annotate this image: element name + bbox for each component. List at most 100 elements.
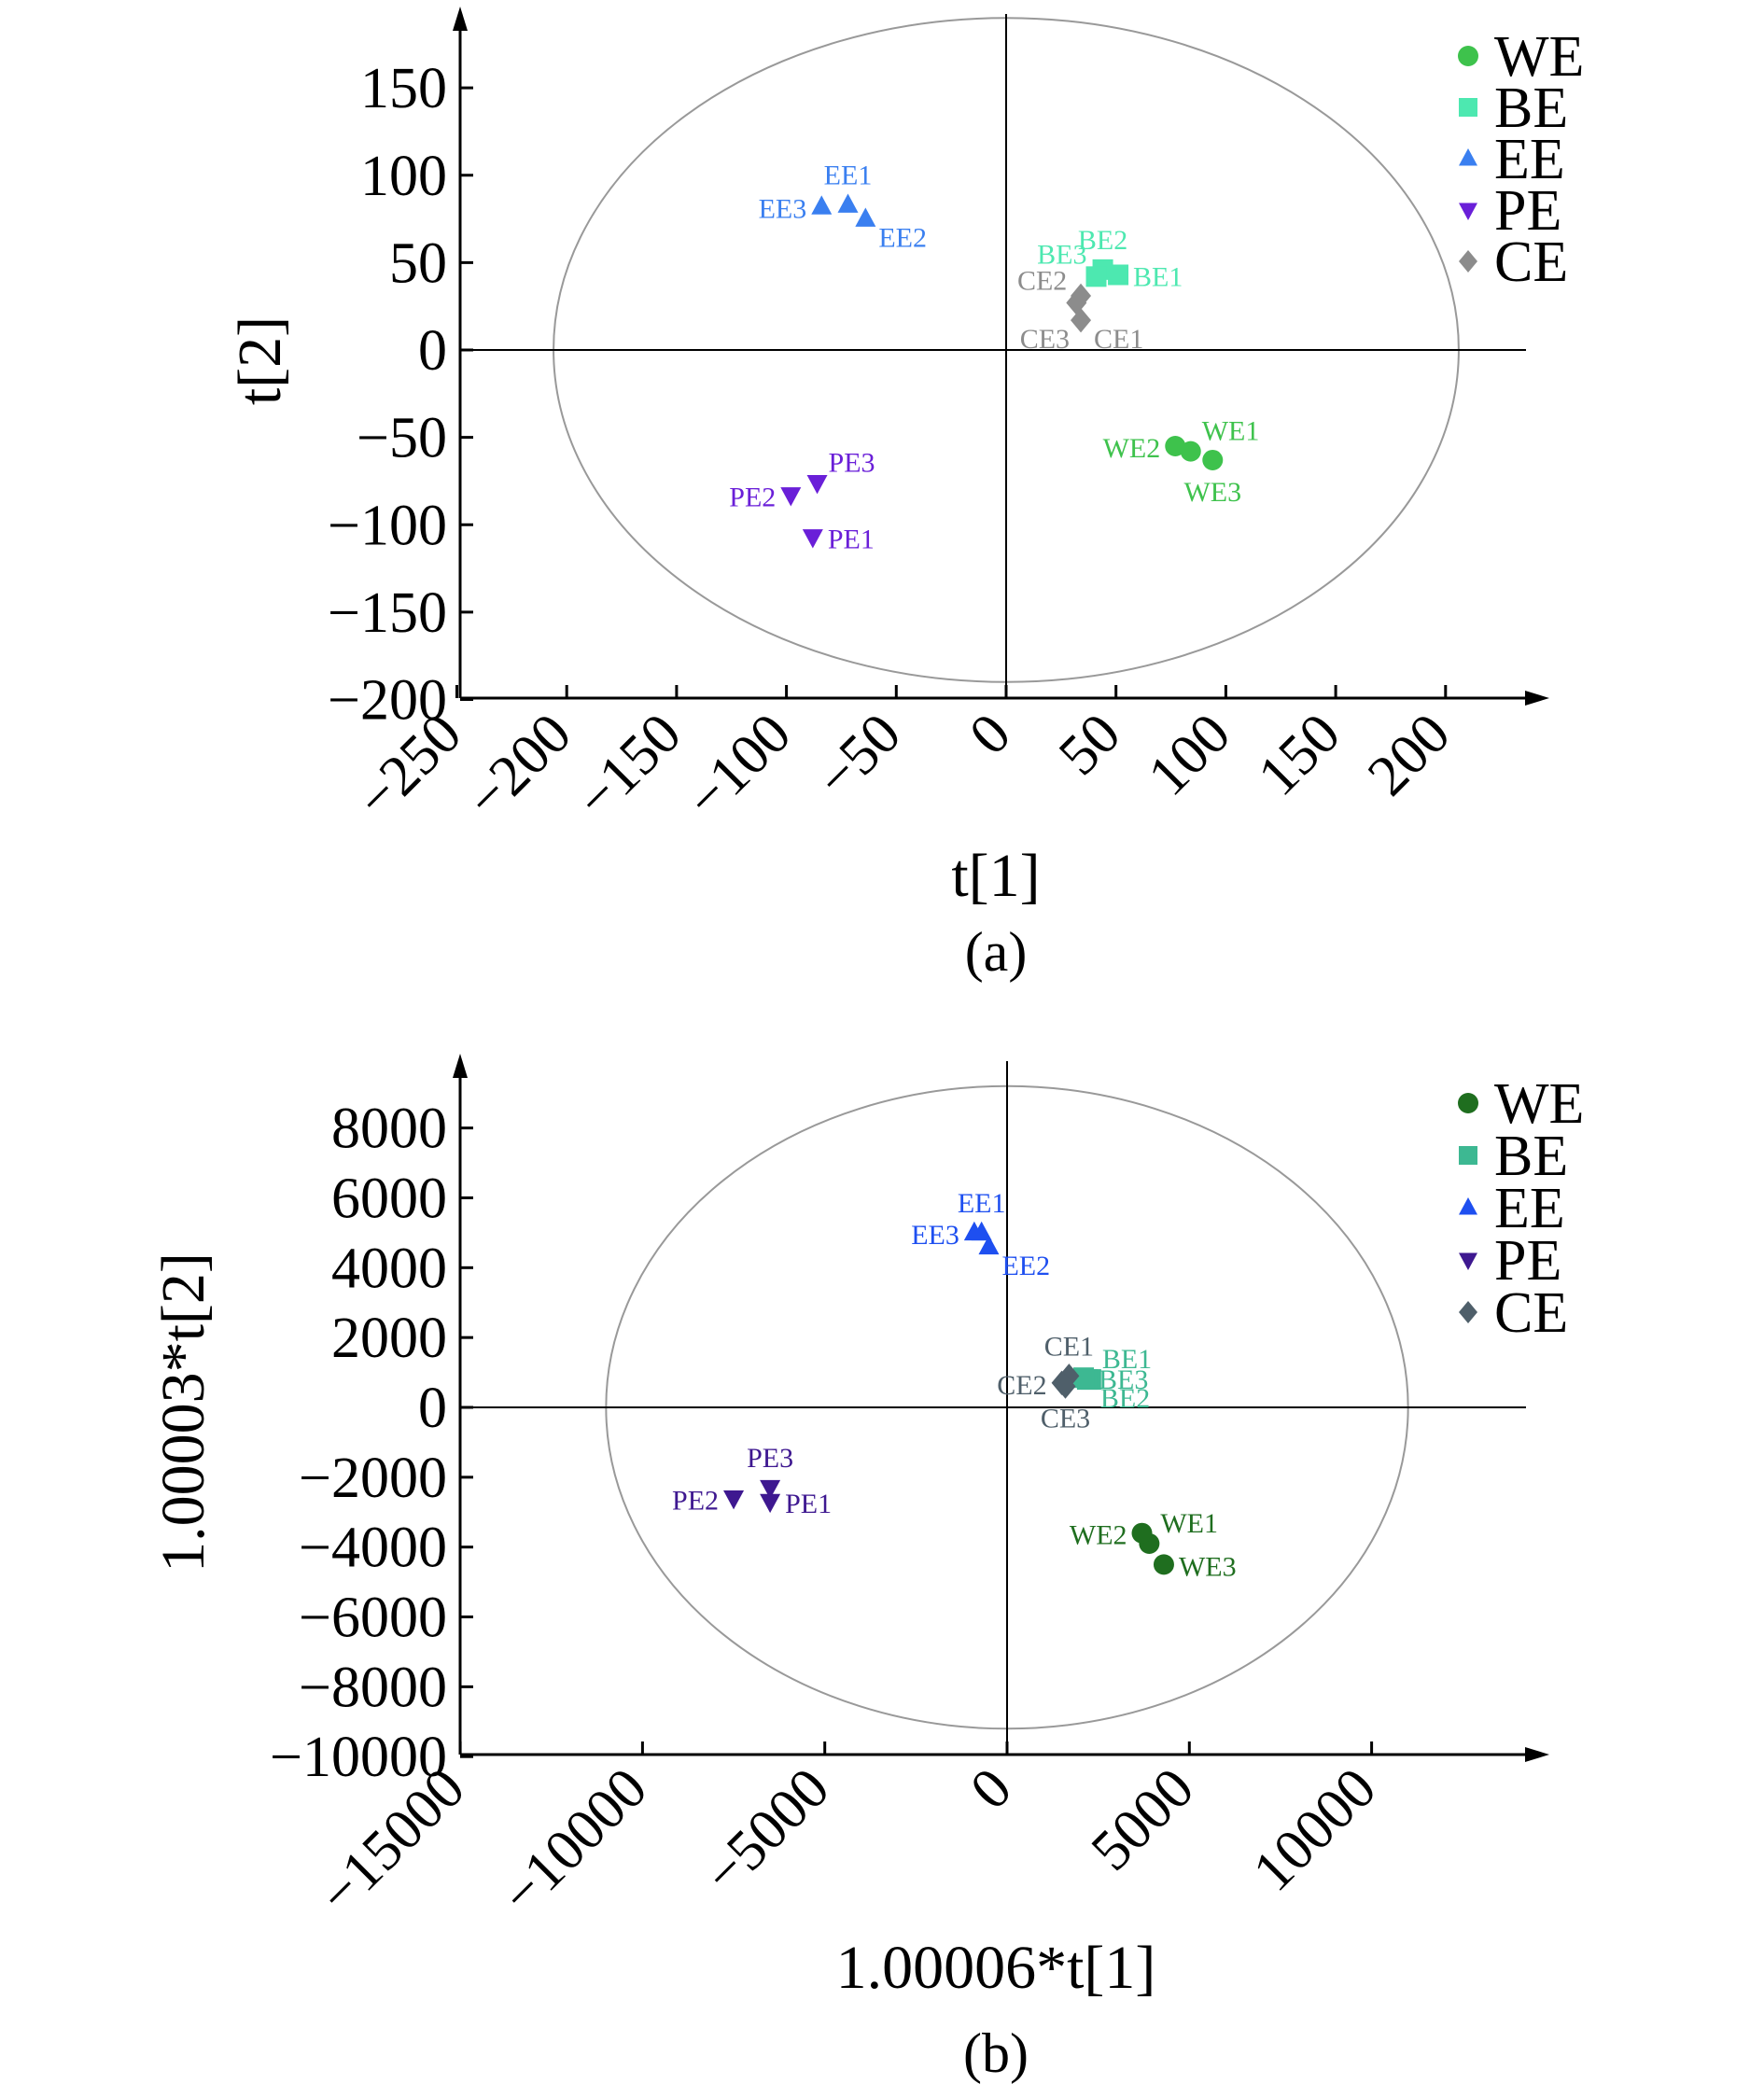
data-point-pe2 bbox=[780, 487, 802, 507]
legend-label-be: BE bbox=[1494, 1125, 1568, 1188]
y-axis-arrow bbox=[453, 1054, 468, 1078]
point-label-pe1: PE1 bbox=[828, 524, 875, 554]
y-axis-title: t[2] bbox=[226, 316, 294, 405]
point-label-ee2: EE2 bbox=[878, 223, 927, 254]
legend-label-we: WE bbox=[1494, 1072, 1584, 1136]
x-tick-label: 150 bbox=[1246, 702, 1352, 808]
point-label-ee3: EE3 bbox=[911, 1220, 959, 1251]
point-label-pe2: PE2 bbox=[729, 482, 776, 512]
x-axis-title: t[1] bbox=[951, 842, 1040, 910]
legend-label-ee: EE bbox=[1494, 128, 1565, 191]
legend-marker-ce bbox=[1459, 250, 1477, 273]
y-tick-label: 2000 bbox=[331, 1307, 447, 1370]
point-label-be1: BE1 bbox=[1102, 1344, 1152, 1375]
point-label-pe3: PE3 bbox=[747, 1443, 793, 1474]
point-label-we3: WE3 bbox=[1179, 1551, 1237, 1582]
data-point-ee3 bbox=[811, 195, 833, 215]
point-label-ee1: EE1 bbox=[958, 1188, 1006, 1219]
x-axis-title: 1.00006*t[1] bbox=[836, 1934, 1156, 2002]
legend-marker-be bbox=[1459, 98, 1477, 117]
data-point-we2 bbox=[1165, 435, 1186, 456]
point-label-be2: BE2 bbox=[1100, 1383, 1150, 1414]
data-point-ee3 bbox=[963, 1221, 985, 1241]
legend-label-ee: EE bbox=[1494, 1177, 1565, 1240]
legend-marker-ee bbox=[1459, 1197, 1477, 1215]
y-tick-label: 4000 bbox=[331, 1237, 447, 1300]
legend-marker-pe bbox=[1459, 1252, 1477, 1270]
point-label-we2: WE2 bbox=[1103, 433, 1161, 464]
point-label-we1: WE1 bbox=[1160, 1508, 1218, 1539]
y-tick-label: −150 bbox=[328, 581, 447, 645]
data-point-ce3 bbox=[1071, 283, 1092, 309]
legend-marker-we bbox=[1458, 46, 1478, 66]
y-tick-label: 50 bbox=[389, 231, 447, 295]
legend-marker-be bbox=[1459, 1146, 1477, 1165]
y-tick-label: 0 bbox=[418, 319, 447, 383]
point-label-we2: WE2 bbox=[1070, 1520, 1127, 1551]
series-ee: EE1 EE2 EE3 bbox=[759, 161, 927, 254]
series-we: WE1 WE2 WE3 bbox=[1070, 1508, 1237, 1582]
data-point-we3 bbox=[1202, 449, 1224, 470]
point-label-ce1: CE1 bbox=[1094, 324, 1143, 355]
series-ee: EE1 EE2 EE3 bbox=[911, 1188, 1050, 1281]
point-label-ce2: CE2 bbox=[1017, 265, 1067, 296]
y-tick-label: 100 bbox=[360, 145, 447, 208]
point-label-be3: BE3 bbox=[1099, 1364, 1148, 1395]
data-point-be3 bbox=[1085, 266, 1107, 287]
point-label-be1: BE1 bbox=[1133, 261, 1183, 292]
x-tick-label: −50 bbox=[805, 702, 914, 811]
point-label-we1: WE1 bbox=[1202, 416, 1260, 447]
y-tick-label: 0 bbox=[418, 1377, 447, 1440]
point-label-pe3: PE3 bbox=[829, 447, 875, 478]
data-point-ee2 bbox=[855, 207, 876, 227]
y-tick-label: −200 bbox=[328, 669, 447, 733]
y-tick-label: 6000 bbox=[331, 1167, 447, 1230]
y-tick-label: −8000 bbox=[299, 1656, 447, 1719]
x-tick-label: 10000 bbox=[1241, 1756, 1389, 1904]
legend-marker-pe bbox=[1459, 203, 1477, 220]
data-point-pe1 bbox=[760, 1493, 781, 1514]
legend-marker-we bbox=[1458, 1093, 1478, 1113]
y-tick-label: −50 bbox=[357, 407, 447, 470]
x-axis-arrow bbox=[1525, 691, 1549, 706]
legend-label-pe: PE bbox=[1494, 1229, 1561, 1293]
x-tick-label: 0 bbox=[959, 1756, 1024, 1822]
x-axis-arrow bbox=[1525, 1747, 1549, 1762]
data-point-we2 bbox=[1131, 1522, 1153, 1544]
point-label-ce1: CE1 bbox=[1044, 1331, 1094, 1362]
x-tick-label: 100 bbox=[1136, 702, 1242, 808]
legend-marker-ee bbox=[1459, 148, 1477, 166]
y-axis-title: 1.00003*t[2] bbox=[149, 1252, 217, 1573]
x-tick-label: −10000 bbox=[489, 1756, 659, 1926]
x-tick-label: 200 bbox=[1356, 702, 1463, 808]
x-tick-label: −150 bbox=[564, 702, 693, 832]
x-tick-label: −100 bbox=[674, 702, 804, 832]
y-axis-arrow bbox=[453, 7, 468, 31]
point-label-ce3: CE3 bbox=[1020, 324, 1070, 355]
panel-a-scatter-plot: −250−200−150−100 −50 0 50 100 150 200−200−150−… bbox=[226, 7, 1584, 983]
data-point-ee2 bbox=[978, 1235, 1000, 1255]
point-label-be2: BE2 bbox=[1078, 225, 1127, 256]
y-tick-label: 8000 bbox=[331, 1098, 447, 1161]
data-point-ce3 bbox=[1055, 1374, 1076, 1399]
data-point-be3 bbox=[1073, 1367, 1095, 1389]
y-tick-label: −4000 bbox=[299, 1517, 447, 1580]
legend-label-we: WE bbox=[1494, 25, 1584, 89]
series-pe: PE1 PE2 PE3 bbox=[729, 447, 875, 554]
panel-caption: (a) bbox=[965, 921, 1028, 983]
data-point-pe3 bbox=[760, 1479, 781, 1500]
y-tick-label: −100 bbox=[328, 494, 447, 557]
data-point-ee1 bbox=[837, 193, 859, 213]
y-tick-label: −10000 bbox=[270, 1726, 447, 1789]
point-label-pe2: PE2 bbox=[672, 1485, 719, 1516]
series-we: WE1 WE2 WE3 bbox=[1103, 416, 1260, 508]
x-tick-label: 0 bbox=[958, 702, 1023, 767]
y-tick-label: −2000 bbox=[299, 1447, 447, 1510]
point-label-ce3: CE3 bbox=[1041, 1404, 1090, 1434]
point-label-be3: BE3 bbox=[1037, 239, 1086, 270]
point-label-pe1: PE1 bbox=[785, 1489, 832, 1519]
